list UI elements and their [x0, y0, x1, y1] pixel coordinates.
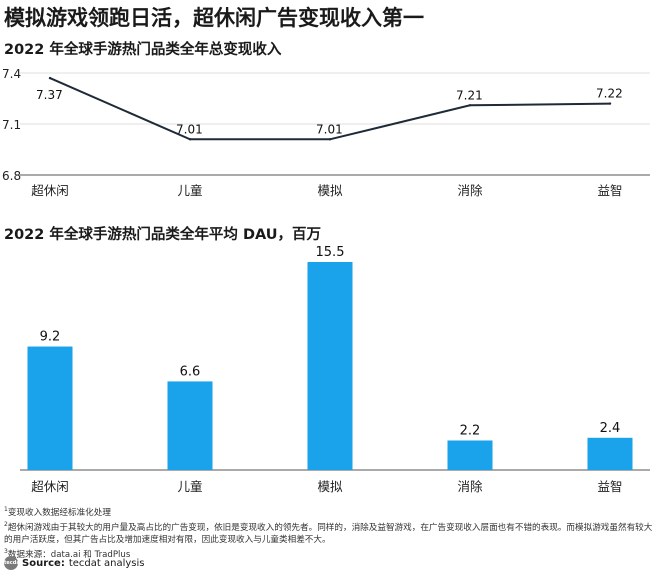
line-x-tick-label: 儿童	[177, 183, 202, 198]
footnote-2: 2超休闲游戏由于其较大的用户量及高占比的广告变现，依旧是变现收入的领先者。同样的…	[4, 521, 653, 545]
bar	[167, 381, 213, 470]
bar-x-tick-label: 益智	[597, 479, 622, 494]
line-y-tick-label: 7.1	[2, 118, 21, 132]
line-y-tick-label: 7.4	[2, 67, 21, 81]
line-x-tick-label: 超休闲	[31, 183, 69, 198]
bar-x-tick-label: 儿童	[177, 479, 202, 494]
line-y-tick-label: 6.8	[2, 169, 21, 183]
footnotes: 1变现收入数据经标准化处理 2超休闲游戏由于其较大的用户量及高占比的广告变现，依…	[4, 504, 658, 562]
line-data-label: 7.21	[456, 88, 483, 102]
bar-data-label: 9.2	[40, 330, 61, 345]
line-point	[608, 102, 612, 105]
source-label: Source:	[22, 557, 65, 569]
line-chart: 6.8 7.1 7.4 7.37 7.01 7.01 7.21 7.22 超休闲 儿童 模拟 消除 益智	[2, 67, 650, 198]
source-text: tecdat analysis	[68, 557, 145, 569]
bar-chart: 9.2 6.6 15.5 2.2 2.4 超休闲 儿童 模拟 消除 益智	[20, 245, 650, 494]
line-data-label: 7.01	[176, 122, 203, 136]
footnote-3: 3数据来源：data.ai 和 TradPlus	[4, 548, 131, 561]
bar	[27, 346, 73, 470]
bar-x-tick-label: 消除	[457, 479, 483, 494]
line-data-label: 7.22	[596, 87, 623, 101]
line-point	[468, 104, 472, 107]
bar-chart-title: 2022 年全球手游热门品类全年平均 DAU，百万	[4, 227, 322, 243]
line-point	[188, 138, 192, 141]
line-x-tick-label: 益智	[597, 183, 622, 198]
line-data-label: 7.37	[36, 88, 63, 102]
footnote-1: 1变现收入数据经标准化处理	[4, 506, 111, 518]
line-x-tick-label: 模拟	[317, 183, 343, 198]
line-point	[48, 76, 52, 80]
bar-x-tick-label: 超休闲	[31, 479, 69, 494]
line-point	[328, 138, 332, 141]
tecdat-logo: tecdat	[4, 556, 22, 570]
line-chart-title: 2022 年全球手游热门品类全年总变现收入	[4, 42, 282, 58]
line-data-label: 7.01	[316, 122, 343, 136]
headline: 模拟游戏领跑日活，超休闲广告变现收入第一	[4, 6, 424, 30]
line-x-tick-label: 消除	[457, 183, 483, 198]
bar-data-label: 2.4	[600, 421, 621, 436]
bar-data-label: 6.6	[180, 364, 201, 379]
bar-data-label: 2.2	[460, 423, 481, 438]
bar-x-tick-label: 模拟	[317, 479, 343, 494]
source-line: tecdat Source: tecdat analysis	[4, 556, 144, 570]
bar	[447, 440, 493, 470]
bar	[587, 437, 633, 470]
bar-data-label: 15.5	[316, 245, 345, 260]
bar	[307, 262, 353, 470]
